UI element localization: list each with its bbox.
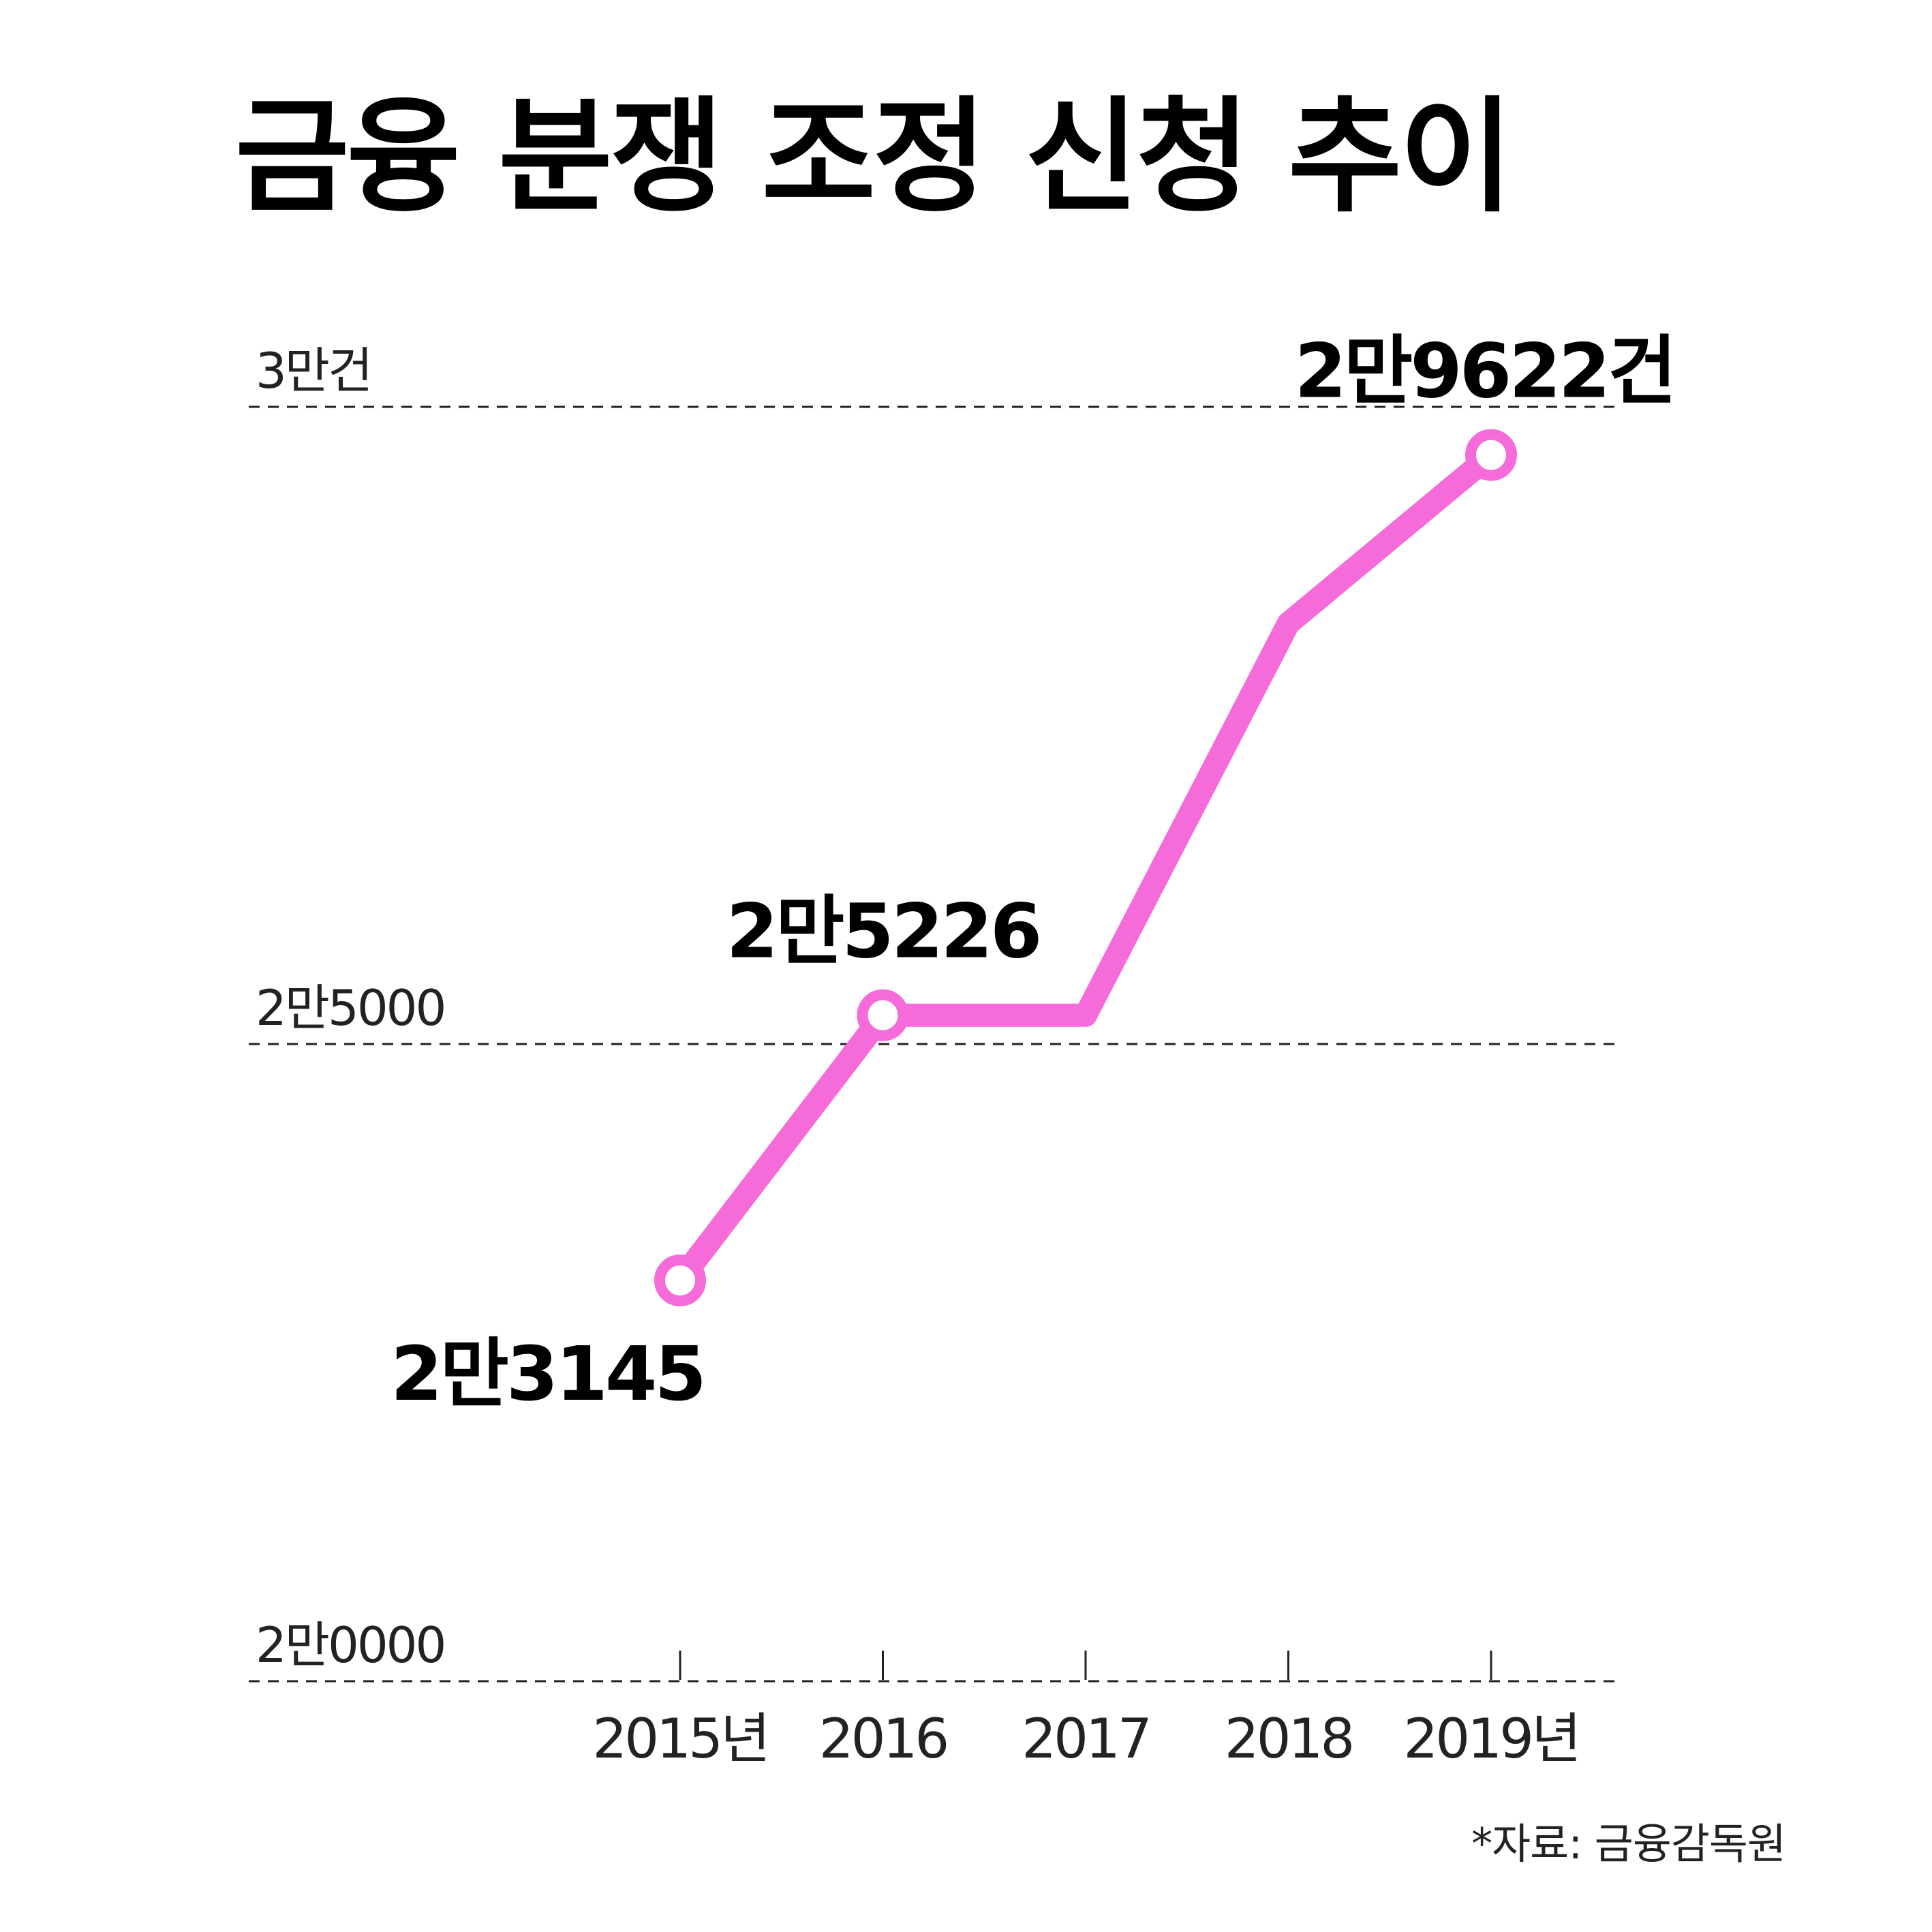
series-polyline: [669, 443, 1503, 1292]
y-tick-label: 3만건: [256, 342, 371, 399]
data-point-marker: [1465, 429, 1517, 481]
data-labels: 2만3145 2만5226 2만9622건: [390, 328, 1676, 1417]
data-label: 2만9622건: [1294, 328, 1674, 415]
x-axis-ticks: 2015년 2016 2017 2018 2019년: [592, 1651, 1582, 1770]
gridlines: [249, 405, 1622, 1683]
x-tick-label: 2017: [1022, 1707, 1150, 1770]
x-tick-label: 2015년: [592, 1707, 767, 1770]
y-tick-label: 2만0000: [256, 1616, 444, 1674]
source-note: *자료: 금융감독원: [1471, 1819, 1786, 1869]
data-label: 2만5226: [726, 888, 1040, 975]
series-line: [669, 443, 1503, 1292]
x-tick-label: 2016: [819, 1707, 947, 1770]
x-tick-label: 2019년: [1403, 1707, 1578, 1770]
y-axis-ticks: 2만0000 2만5000 3만건: [256, 342, 446, 1674]
data-markers: [654, 429, 1517, 1306]
data-point-marker: [857, 989, 909, 1041]
y-tick-label: 2만5000: [256, 979, 444, 1037]
x-tick-label: 2018: [1225, 1707, 1353, 1770]
data-label: 2만3145: [390, 1330, 704, 1417]
chart-title: 금융 분쟁 조정 신청 추이: [235, 85, 1514, 229]
data-point-marker: [654, 1254, 706, 1306]
